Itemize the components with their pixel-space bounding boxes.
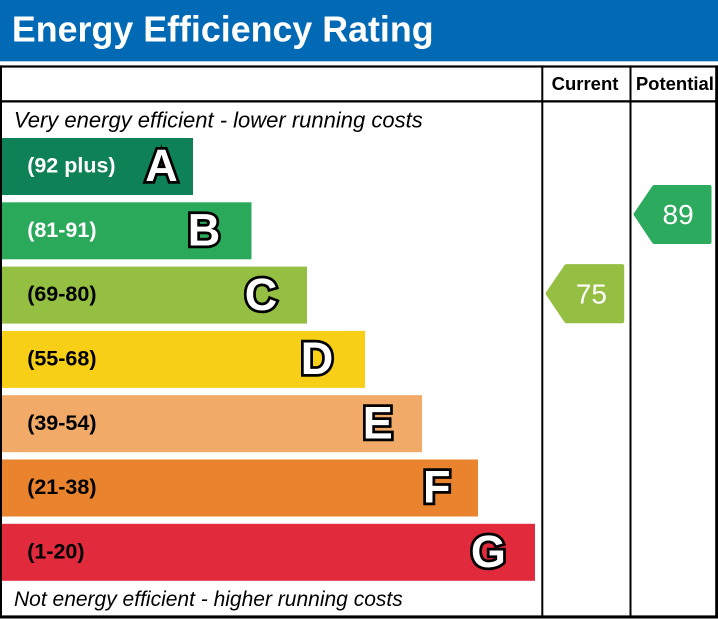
svg-text:Potential: Potential	[636, 73, 714, 94]
svg-text:Energy Efficiency Rating: Energy Efficiency Rating	[12, 9, 434, 49]
svg-text:B: B	[188, 205, 221, 256]
svg-text:A: A	[145, 140, 178, 191]
svg-text:Very energy efficient - lower: Very energy efficient - lower running co…	[14, 108, 423, 133]
svg-text:75: 75	[576, 279, 607, 310]
svg-text:F: F	[423, 462, 451, 513]
svg-text:(1-20): (1-20)	[27, 539, 84, 563]
svg-text:(39-54): (39-54)	[27, 411, 96, 435]
svg-text:(81-91): (81-91)	[27, 218, 96, 242]
svg-text:(55-68): (55-68)	[27, 347, 96, 371]
svg-text:(69-80): (69-80)	[27, 282, 96, 306]
svg-text:89: 89	[663, 199, 694, 230]
svg-text:G: G	[471, 526, 506, 577]
svg-text:Not energy efficient - higher: Not energy efficient - higher running co…	[14, 588, 403, 611]
svg-text:E: E	[363, 397, 393, 448]
svg-text:Current: Current	[552, 73, 619, 94]
svg-text:(21-38): (21-38)	[27, 475, 96, 499]
svg-text:D: D	[301, 333, 334, 384]
svg-text:C: C	[245, 269, 278, 320]
svg-text:(92 plus): (92 plus)	[27, 154, 115, 178]
